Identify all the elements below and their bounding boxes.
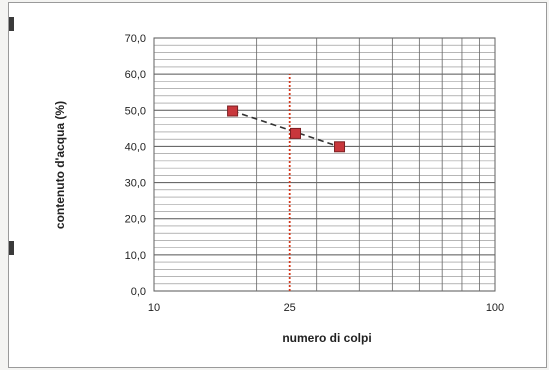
y-tick-label: 40,0 — [125, 141, 146, 153]
trendline — [232, 110, 340, 148]
y-tick-label: 10,0 — [125, 250, 146, 262]
y-tick-label: 20,0 — [125, 214, 146, 226]
y-tick-labels: 0,0 10,0 20,0 30,0 40,0 50,0 60,0 70,0 — [125, 33, 146, 298]
data-points — [227, 105, 346, 153]
y-tick-label: 0,0 — [131, 286, 146, 298]
data-point — [334, 141, 346, 153]
x-axis-title: numero di colpi — [282, 331, 371, 345]
plot-area-border — [153, 37, 496, 292]
x-tick-label: 10 — [148, 302, 160, 314]
y-tick-label: 30,0 — [125, 178, 146, 190]
chart-frame — [8, 2, 547, 368]
x-tick-labels: 10 25 100 — [148, 302, 504, 314]
trendline-group — [232, 110, 340, 148]
y-tick-label: 50,0 — [125, 105, 146, 117]
y-tick-label: 70,0 — [125, 33, 146, 45]
x-tick-label: 100 — [486, 302, 504, 314]
x-tick-label: 25 — [284, 302, 296, 314]
data-point — [290, 127, 302, 139]
y-axis-title: contenuto d'acqua (%) — [53, 101, 67, 229]
scan-edge-mark — [9, 241, 14, 255]
data-point — [227, 105, 239, 117]
y-tick-label: 60,0 — [125, 69, 146, 81]
chart-gridlines — [153, 37, 496, 292]
scan-edge-mark — [9, 17, 14, 31]
